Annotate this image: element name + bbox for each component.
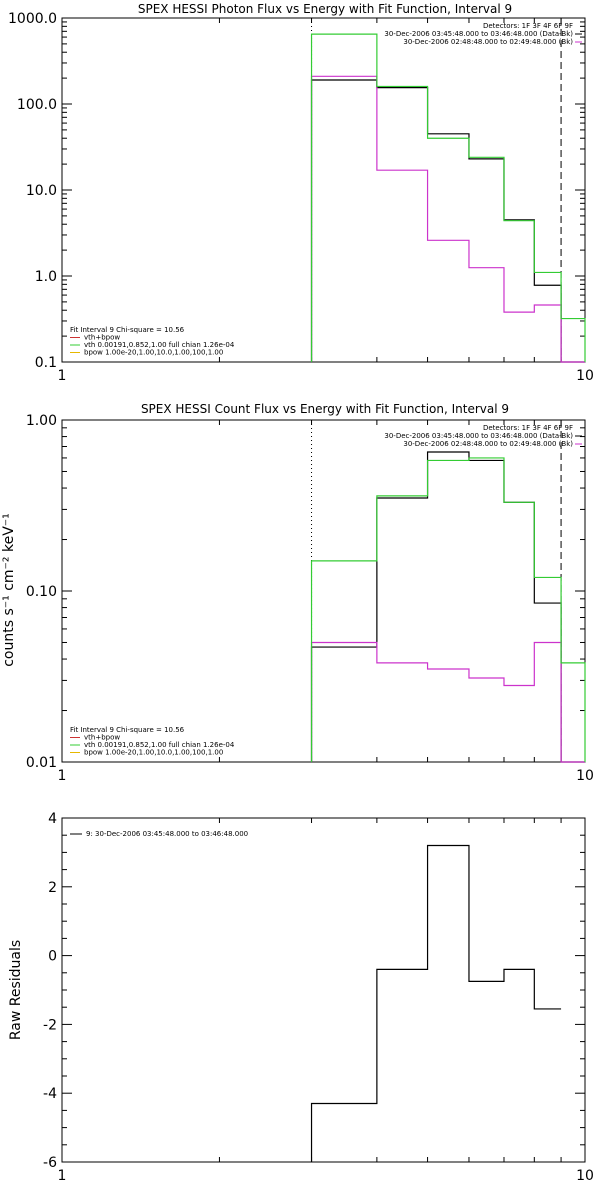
- y-tick-label: 1000.0: [8, 11, 57, 27]
- series-bk-line: [310, 75, 585, 363]
- legend-entry: Fit Interval 9 Chi-square = 10.56: [70, 326, 185, 334]
- series-data-line: [310, 451, 585, 763]
- legend-entry: vth+bpow: [84, 334, 120, 342]
- info-line: Detectors: 1F 3F 4F 6F 9F: [483, 22, 573, 30]
- series-bk-line: [310, 641, 585, 763]
- legend-entry: Fit Interval 9 Chi-square = 10.56: [70, 726, 185, 734]
- y-tick-label: 1.0: [35, 269, 57, 285]
- y-tick-label: -6: [43, 1155, 57, 1171]
- y-tick-label: 100.0: [17, 97, 57, 113]
- legend-entry: bpow 1.00e-20,1.00,10.0,1.00,100,1.00: [84, 349, 223, 357]
- info-line: 30-Dec-2006 02:48:48.000 to 02:49:48.000…: [403, 38, 573, 46]
- y-tick-label: 1.00: [26, 413, 57, 429]
- panel-3-ylabel: Raw Residuals: [8, 940, 24, 1040]
- panel-2-ylabel: counts s⁻¹ cm⁻² keV⁻¹: [1, 513, 17, 667]
- photon-flux-panel: SPEX HESSI Photon Flux vs Energy with Fi…: [8, 2, 594, 384]
- series-fit-line: [310, 33, 586, 362]
- plot-frame: [61, 17, 586, 363]
- panel-3-plot: 1 10 -6 -4 -2 0 2 4 9: 30-Dec-2006 03:45:48.000 …: [43, 811, 594, 1184]
- x-tick-label: 10: [576, 1168, 594, 1184]
- series-data-line: [310, 79, 585, 363]
- legend-entry: vth+bpow: [84, 734, 120, 742]
- info-line: 30-Dec-2006 02:48:48.000 to 02:49:48.000…: [403, 440, 573, 448]
- panel-1-title: SPEX HESSI Photon Flux vs Energy with Fi…: [138, 2, 512, 16]
- info-line: Detectors: 1F 3F 4F 6F 9F: [483, 424, 573, 432]
- plot-frame: [61, 817, 586, 1163]
- x-tick-label: 1: [58, 368, 67, 384]
- y-tick-label: -2: [43, 1017, 57, 1033]
- y-tick-label: 0.1: [35, 355, 57, 371]
- info-line: 30-Dec-2006 03:45:48.000 to 03:46:48.000…: [384, 432, 573, 440]
- panel-2-plot: 1 10 0.01 0.10 1.00 Detectors: 1F 3F 4F 6F 9F…: [26, 413, 594, 784]
- y-tick-label: -4: [43, 1086, 57, 1102]
- x-tick-label: 1: [58, 1168, 67, 1184]
- y-tick-label: 0: [48, 949, 57, 965]
- panel-2-title: SPEX HESSI Count Flux vs Energy with Fit…: [141, 402, 509, 416]
- legend-entry: vth 0.00191,0.852,1.00 full chian 1.26e-…: [84, 341, 235, 349]
- y-tick-label: 0.01: [26, 755, 57, 771]
- x-tick-label: 1: [58, 768, 67, 784]
- y-tick-label: 2: [48, 880, 57, 896]
- panel-1-plot: 1 10 0.1 1.0 10.0 100.0 1000.0 Detectors: 1F 3F…: [8, 11, 594, 384]
- count-flux-panel: SPEX HESSI Count Flux vs Energy with Fit…: [1, 402, 594, 784]
- info-line: 30-Dec-2006 03:45:48.000 to 03:46:48.000…: [384, 30, 573, 38]
- x-tick-label: 10: [576, 768, 594, 784]
- legend-entry: 9: 30-Dec-2006 03:45:48.000 to 03:46:48.…: [86, 830, 248, 838]
- x-tick-label: 10: [576, 368, 594, 384]
- y-tick-label: 0.10: [26, 584, 57, 600]
- legend-entry: bpow 1.00e-20,1.00,10.0,1.00,100,1.00: [84, 749, 223, 757]
- series-data-line: [310, 844, 562, 1162]
- plot-frame: [61, 419, 586, 763]
- y-tick-label: 10.0: [26, 183, 57, 199]
- legend-entry: vth 0.00191,0.852,1.00 full chian 1.26e-…: [84, 741, 235, 749]
- series-fit-line: [310, 457, 586, 762]
- residuals-panel: Raw Residuals 1 10 -6 -4 -2 0 2 4 9: 30-Dec-2006…: [8, 811, 594, 1184]
- y-tick-label: 4: [48, 811, 57, 827]
